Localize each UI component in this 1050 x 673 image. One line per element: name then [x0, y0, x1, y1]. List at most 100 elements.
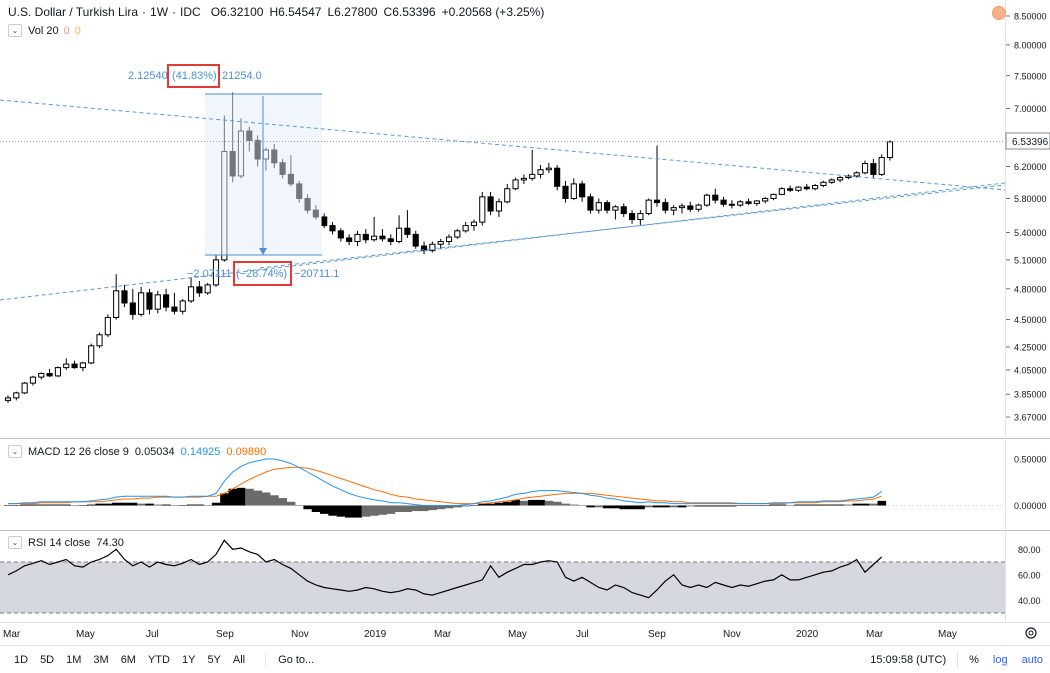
macd-histogram-bar [536, 499, 545, 506]
macd-histogram-bar [852, 503, 862, 506]
timeframe-button[interactable]: YTD [147, 653, 170, 666]
timeframe-button[interactable]: 1M [66, 653, 82, 666]
time-tick-label: May [508, 629, 527, 640]
candle-body [362, 233, 369, 241]
lower-trendline-b[interactable] [259, 184, 1006, 269]
macd-axis[interactable]: 0.50000 0.00000 [1014, 455, 1047, 512]
macd-histogram-bar [835, 504, 845, 506]
candle-body [4, 397, 12, 401]
timeframe-button[interactable]: 3M [93, 653, 109, 666]
time-tick-label: Sep [648, 629, 666, 640]
macd-histogram-bar [53, 504, 63, 506]
measure-up-pct: (41.83%) [172, 70, 217, 82]
auto-toggle[interactable]: auto [1021, 653, 1043, 666]
interval-label[interactable]: 1W [150, 5, 169, 19]
lower-trendline-a[interactable] [0, 182, 1006, 301]
candle-body [321, 216, 328, 227]
price-axis[interactable]: 8.50000 8.00000 7.50000 7.00000 6.20000 5.800… [1006, 12, 1047, 423]
timeframe-button[interactable]: 1D [14, 653, 29, 666]
measure-down-pct: (−28.74%) [236, 268, 287, 280]
timeframe-button[interactable]: 6M [120, 653, 136, 666]
collapse-icon[interactable]: ⌄ [8, 24, 22, 37]
vol-label[interactable]: Vol 20 [28, 24, 59, 37]
timeframe-button[interactable]: All [232, 653, 246, 666]
macd-histogram-bar [444, 505, 454, 509]
candle-body [728, 203, 735, 206]
timeframe-button[interactable]: 5D [40, 653, 55, 666]
time-axis[interactable]: Mar May Jul Sep Nov 2019 Mar May Jul Sep Nov 2020 Ma… [3, 629, 957, 640]
alert-status-icon[interactable] [992, 6, 1006, 20]
macd-histogram-bar [777, 504, 787, 506]
time-tick-label: Mar [3, 629, 21, 640]
candle-body [545, 167, 552, 171]
candle-body [462, 225, 469, 232]
macd-histogram-bar [286, 501, 296, 506]
candle-body [379, 235, 386, 240]
rsi-pane[interactable] [7, 539, 883, 599]
macd-histogram-bar [669, 505, 679, 508]
chart-canvas[interactable]: 2.12540 (41.83%) 21254.0 −2.07111 (−28.7… [0, 0, 1050, 645]
time-tick-label: Mar [866, 629, 884, 640]
macd-histogram-bar [544, 500, 554, 506]
macd-histogram-bar [428, 505, 437, 511]
candle-body [196, 286, 203, 294]
price-pane[interactable] [4, 92, 894, 403]
candle-body [21, 382, 28, 394]
macd-histogram-bar [95, 503, 104, 506]
symbol-legend[interactable]: U.S. Dollar / Turkish Lira · 1W · IDC O6… [8, 5, 545, 19]
goto-button[interactable]: Go to... [265, 653, 320, 666]
macd-histogram-bar [719, 505, 729, 507]
measure-tool[interactable] [205, 93, 322, 256]
volume-legend[interactable]: ⌄ Vol 20 0 0 [8, 24, 81, 37]
macd-legend[interactable]: ⌄ MACD 12 26 close 9 0.05034 0.14925 0.0… [8, 445, 266, 458]
ohlc-change: +0.20568 (+3.25%) [441, 5, 545, 19]
candle-body [795, 186, 802, 191]
macd-histogram-bar [112, 502, 121, 506]
macd-histogram-bar [619, 505, 629, 510]
macd-histogram-bar [253, 490, 263, 506]
log-toggle[interactable]: log [992, 653, 1008, 666]
candle-body [54, 367, 62, 377]
macd-histogram-bar [869, 503, 878, 506]
timeframe-button[interactable]: 5Y [207, 653, 221, 666]
macd-histogram-bar [203, 505, 213, 506]
candle-body [712, 194, 719, 201]
rsi-label[interactable]: RSI 14 close [28, 536, 91, 549]
macd-histogram-bar [802, 504, 812, 506]
candle-body [537, 169, 544, 175]
macd-histogram-bar [478, 503, 487, 506]
trendlines[interactable] [0, 99, 1006, 301]
candle-body [870, 163, 877, 175]
macd-histogram-bar [752, 505, 762, 506]
candle-body [504, 188, 511, 203]
time-tick-label: May [76, 629, 95, 640]
rsi-legend[interactable]: ⌄ RSI 14 close 74.30 [8, 536, 124, 549]
symbol-title[interactable]: U.S. Dollar / Turkish Lira [8, 5, 139, 19]
clock-label[interactable]: 15:09:58 (UTC) [870, 653, 947, 666]
settings-gear-icon[interactable] [1025, 627, 1037, 639]
macd-pane[interactable] [3, 458, 887, 518]
upper-trendline[interactable] [0, 99, 1006, 191]
candle-body [412, 233, 419, 247]
candle-body [121, 290, 128, 304]
candle-body [762, 197, 769, 202]
macd-histogram-bar [461, 505, 471, 507]
timeframe-buttons: 1D 5D 1M 3M 6M YTD 1Y 5Y All [8, 654, 251, 666]
candle-body [687, 205, 694, 210]
candle-body [678, 205, 686, 209]
timeframe-button[interactable]: 1Y [181, 653, 196, 666]
macd-histogram-bar [486, 503, 496, 506]
macd-histogram-bar [602, 505, 612, 509]
macd-histogram-bar [12, 505, 21, 506]
collapse-icon[interactable]: ⌄ [8, 536, 22, 549]
macd-histogram-bar [320, 505, 329, 514]
macd-value-signal: 0.09890 [226, 445, 267, 458]
collapse-icon[interactable]: ⌄ [8, 445, 22, 458]
rsi-axis[interactable]: 80.00 60.00 40.00 [1018, 545, 1041, 606]
vol-value-2: 0 [74, 24, 81, 37]
macd-histogram-bar [403, 505, 412, 513]
macd-label[interactable]: MACD 12 26 close 9 [28, 445, 129, 458]
percent-toggle[interactable]: % [969, 653, 979, 666]
candle-body [653, 199, 661, 204]
time-tick-label: Sep [216, 629, 234, 640]
